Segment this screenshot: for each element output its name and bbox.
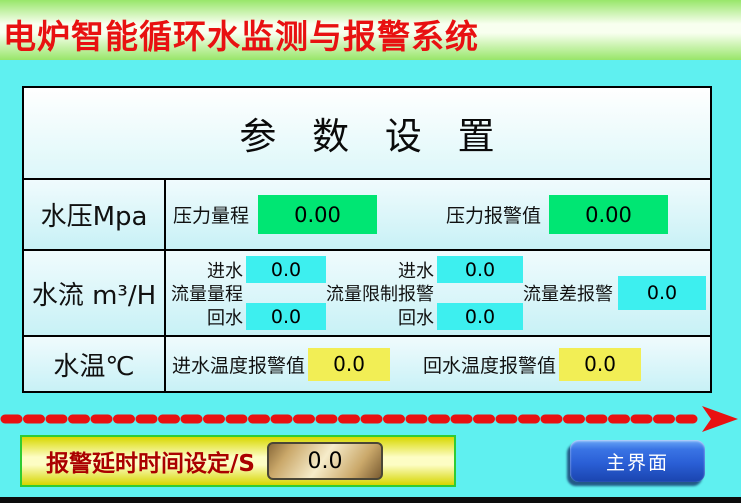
alarm-delay-bar: 报警延时时间设定/S 0.0: [20, 435, 456, 487]
flow-range-return-input[interactable]: 0.0: [246, 303, 326, 330]
flow-limit-return-input[interactable]: 0.0: [437, 303, 523, 330]
pressure-range-label: 压力量程: [173, 205, 250, 227]
flow-row-content: 流量量程 进水 0.0 回水 0.0 流量限制报警 进水 0.0 回水: [166, 251, 710, 335]
flow-limit-return: 回水 0.0: [398, 303, 523, 330]
flow-row: 水流 m³/H 流量量程 进水 0.0 回水 0.0 流量限制报警 进水 0.0: [24, 251, 710, 337]
return-temp-alarm-label: 回水温度报警值: [423, 354, 557, 377]
row-label-pressure: 水压Mpa: [24, 180, 166, 249]
flow-range-inlet-label: 进水: [207, 260, 243, 282]
flow-limit-inlet-label: 进水: [398, 260, 434, 282]
pressure-alarm-input[interactable]: 0.00: [549, 195, 669, 234]
parameter-panel: 参 数 设 置 水压Mpa 压力量程 0.00 压力报警值 0.00 水流 m³…: [22, 86, 712, 393]
flow-limit-inlet-input[interactable]: 0.0: [437, 256, 523, 283]
row-label-flow: 水流 m³/H: [24, 251, 166, 335]
arrow-head-icon: [702, 406, 738, 432]
alarm-delay-input[interactable]: 0.0: [266, 442, 383, 480]
flow-range-inlet: 进水 0.0: [207, 256, 326, 283]
flow-limit-pairs: 进水 0.0 回水 0.0: [398, 251, 523, 335]
pressure-range-input[interactable]: 0.00: [258, 195, 378, 234]
flow-range-label: 流量量程: [171, 284, 243, 305]
temperature-row-content: 进水温度报警值 0.0 回水温度报警值 0.0: [166, 337, 710, 391]
pressure-row: 水压Mpa 压力量程 0.00 压力报警值 0.00: [24, 180, 710, 251]
temperature-row: 水温℃ 进水温度报警值 0.0 回水温度报警值 0.0: [24, 337, 710, 391]
flow-range-return-label: 回水: [207, 307, 243, 329]
alarm-delay-label: 报警延时时间设定/S: [46, 451, 255, 477]
flow-diff-alarm-label: 流量差报警: [523, 284, 613, 305]
inlet-temp-alarm-label: 进水温度报警值: [172, 354, 306, 377]
flow-limit-alarm-label: 流量限制报警: [326, 284, 434, 305]
row-label-temperature: 水温℃: [24, 337, 166, 391]
app-title: 电炉智能循环水监测与报警系统: [3, 17, 479, 56]
flow-limit-return-label: 回水: [398, 307, 434, 329]
pressure-alarm-label: 压力报警值: [446, 205, 542, 227]
main-screen-button[interactable]: 主界面: [570, 440, 705, 482]
bottom-border: [0, 497, 741, 503]
flow-range-return: 回水 0.0: [207, 303, 326, 330]
inlet-temp-alarm-input[interactable]: 0.0: [308, 347, 391, 381]
red-dashed-arrow-line: [0, 406, 738, 432]
title-bar: 电炉智能循环水监测与报警系统: [0, 0, 741, 60]
flow-range-inlet-input[interactable]: 0.0: [246, 256, 326, 283]
return-temp-alarm-input[interactable]: 0.0: [559, 347, 642, 381]
flow-diff-alarm-input[interactable]: 0.0: [618, 276, 706, 310]
pressure-row-content: 压力量程 0.00 压力报警值 0.00: [166, 180, 710, 249]
panel-title: 参 数 设 置: [24, 88, 710, 180]
flow-limit-inlet: 进水 0.0: [398, 256, 523, 283]
flow-range-pairs: 进水 0.0 回水 0.0: [207, 251, 326, 335]
